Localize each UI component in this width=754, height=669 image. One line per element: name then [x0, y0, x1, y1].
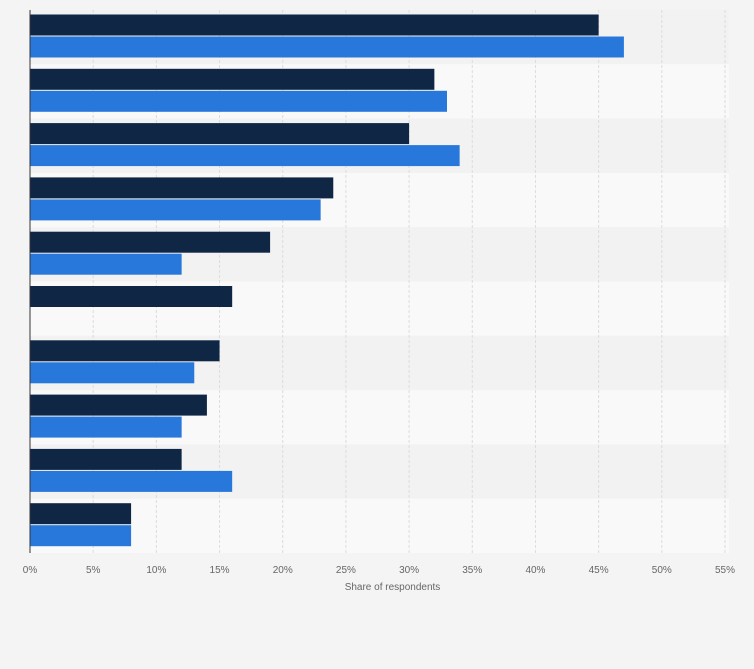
bar-series-2	[30, 145, 460, 166]
bar-series-2	[30, 199, 321, 220]
bar-series-1	[30, 232, 270, 253]
x-tick-label: 5%	[86, 565, 101, 576]
bar-series-1	[30, 340, 220, 361]
row-band	[30, 499, 729, 553]
bar-series-2	[30, 525, 131, 546]
bar-series-2	[30, 91, 447, 112]
x-tick-label: 55%	[715, 565, 735, 576]
bar-series-1	[30, 503, 131, 524]
bar-series-2	[30, 417, 182, 438]
bar-series-2	[30, 37, 624, 58]
bar-series-2	[30, 254, 182, 275]
bar-series-1	[30, 177, 333, 198]
x-tick-labels: 0% 5% 10% 15% 20% 25% 30% 35% 40% 45% 50% 55%	[23, 565, 735, 576]
bar-series-1	[30, 123, 409, 144]
bar-series-1	[30, 395, 207, 416]
x-tick-label: 40%	[525, 565, 545, 576]
x-tick-label: 45%	[589, 565, 609, 576]
bar-series-1	[30, 449, 182, 470]
x-tick-label: 10%	[146, 565, 166, 576]
bar-series-2	[30, 362, 194, 383]
x-tick-label: 50%	[652, 565, 672, 576]
x-tick-label: 35%	[462, 565, 482, 576]
x-tick-label: 15%	[210, 565, 230, 576]
x-tick-label: 25%	[336, 565, 356, 576]
x-tick-label: 20%	[273, 565, 293, 576]
x-tick-label: 0%	[23, 565, 38, 576]
bar-series-1	[30, 286, 232, 307]
bar-series-1	[30, 15, 599, 36]
bar-series-2	[30, 471, 232, 492]
x-tick-label: 30%	[399, 565, 419, 576]
bar-series-1	[30, 69, 434, 90]
x-axis-title: Share of respondents	[345, 582, 441, 593]
